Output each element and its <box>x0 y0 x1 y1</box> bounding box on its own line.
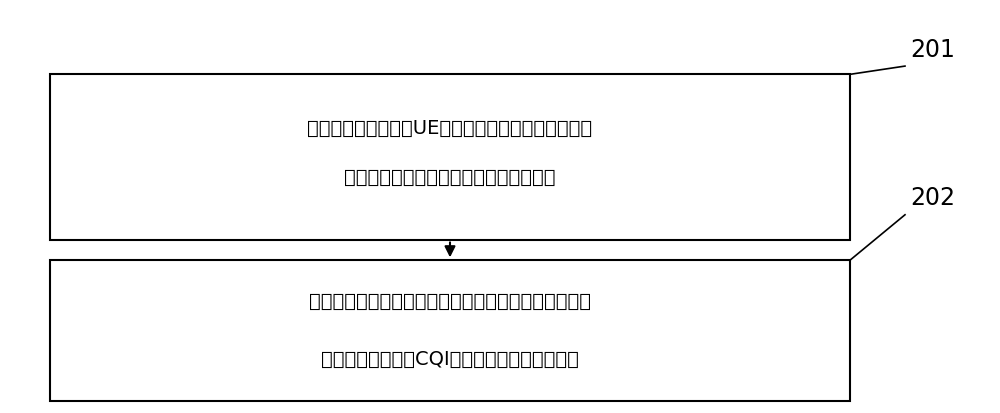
Bar <box>50 260 850 401</box>
Text: 码码字集合，进行CQI的计算及接收信号的解调: 码码字集合，进行CQI的计算及接收信号的解调 <box>321 350 579 369</box>
Text: 长时信道信息，确定循环预编码码字集合: 长时信道信息，确定循环预编码码字集合 <box>344 168 556 187</box>
Text: 201: 201 <box>910 38 955 62</box>
Text: 依据基站所采用的循环预编码的方式及确定的循环预编: 依据基站所采用的循环预编码的方式及确定的循环预编 <box>309 292 591 311</box>
Text: 202: 202 <box>910 186 955 210</box>
Bar <box>50 74 850 240</box>
Text: 在处理接收信号时，UE依据与基站相同的下行信道的: 在处理接收信号时，UE依据与基站相同的下行信道的 <box>307 119 593 138</box>
